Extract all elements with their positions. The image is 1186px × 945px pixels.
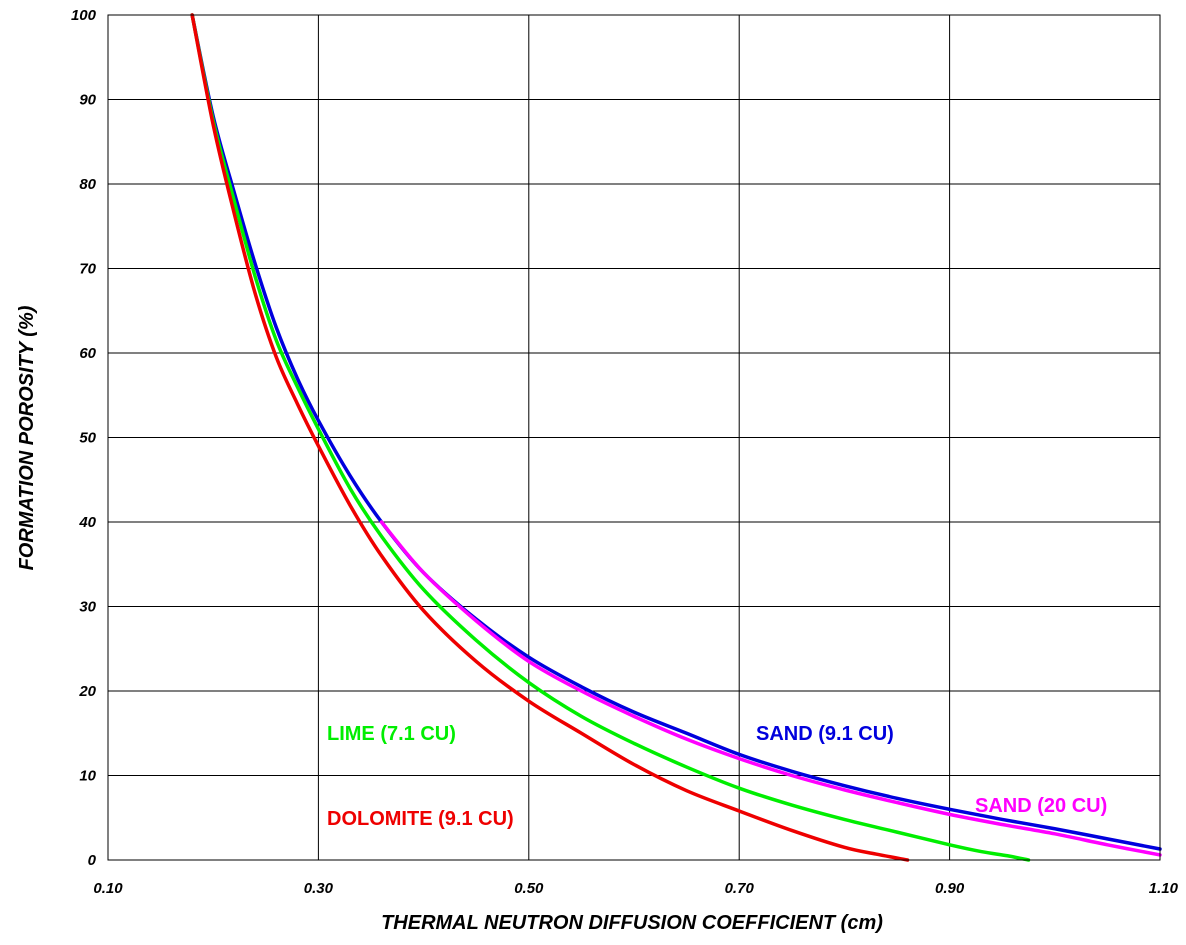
x-tick-label: 0.30: [304, 880, 334, 897]
x-tick-label: 0.70: [725, 880, 755, 897]
y-tick-label: 40: [78, 514, 96, 531]
y-tick-label: 100: [71, 7, 97, 24]
label-lime: LIME (7.1 CU): [327, 723, 456, 745]
grid-lines: [107, 14, 1161, 861]
y-tick-label: 70: [79, 261, 96, 278]
x-tick-label: 0.90: [935, 880, 965, 897]
y-tick-label: 20: [78, 683, 96, 700]
x-tick-label: 0.50: [514, 880, 544, 897]
label-dolomite: DOLOMITE (9.1 CU): [327, 808, 514, 830]
y-tick-label: 90: [79, 92, 96, 109]
y-tick-label: 80: [79, 176, 96, 193]
series-line-2: [190, 13, 1031, 862]
series-line-1: [379, 520, 1162, 857]
tick-labels: 0 10 20 30 40 50 60 70 80 90 100 0.10 0.30 0.50 0.70 0.…: [71, 7, 1179, 897]
series-line-3: [190, 13, 910, 862]
x-tick-label: 0.10: [93, 880, 123, 897]
x-axis-title: THERMAL NEUTRON DIFFUSION COEFFICIENT (c…: [381, 912, 883, 934]
label-sand-20: SAND (20 CU): [975, 795, 1107, 817]
y-tick-label: 50: [79, 430, 96, 447]
y-tick-label: 60: [79, 345, 96, 362]
y-tick-label: 0: [88, 852, 97, 869]
series-line-0: [190, 13, 1162, 851]
y-tick-label: 30: [79, 599, 96, 616]
x-tick-label: 1.10: [1149, 880, 1179, 897]
series-lines: [190, 13, 1162, 862]
y-tick-label: 10: [79, 768, 96, 785]
plot-frame: [107, 14, 1161, 861]
label-sand-9-1: SAND (9.1 CU): [756, 723, 894, 745]
y-axis-title: FORMATION POROSITY (%): [16, 305, 38, 570]
